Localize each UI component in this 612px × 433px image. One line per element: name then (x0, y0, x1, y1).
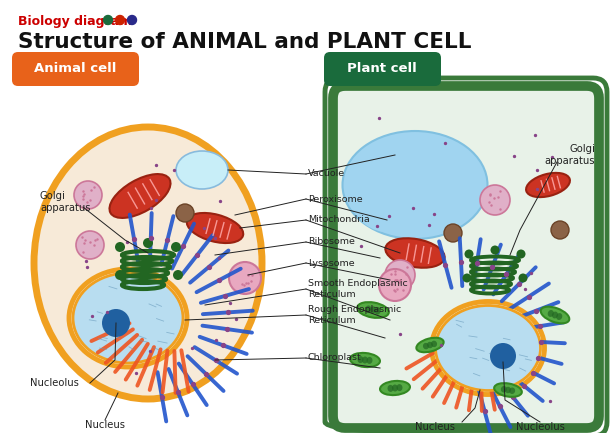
Ellipse shape (380, 381, 410, 395)
Text: Animal cell: Animal cell (34, 62, 116, 75)
Ellipse shape (69, 269, 187, 367)
Circle shape (518, 274, 528, 282)
Ellipse shape (187, 213, 243, 243)
Ellipse shape (541, 307, 569, 323)
Ellipse shape (416, 338, 444, 352)
Circle shape (517, 249, 526, 259)
Text: Plant cell: Plant cell (347, 62, 417, 75)
Circle shape (490, 343, 516, 369)
Text: Biology diagram: Biology diagram (18, 15, 132, 28)
Circle shape (103, 16, 113, 25)
Text: Mitochondria: Mitochondria (308, 216, 370, 224)
Text: Ribosome: Ribosome (308, 237, 355, 246)
Circle shape (379, 269, 411, 301)
Ellipse shape (427, 342, 433, 348)
Circle shape (465, 249, 474, 259)
Text: Nucleolus: Nucleolus (30, 378, 79, 388)
Text: Lysosome: Lysosome (308, 259, 354, 268)
Ellipse shape (387, 385, 394, 392)
Ellipse shape (494, 383, 522, 397)
Ellipse shape (73, 273, 183, 363)
Ellipse shape (362, 356, 368, 363)
Ellipse shape (548, 310, 554, 317)
Text: Nucleus: Nucleus (85, 420, 125, 430)
Ellipse shape (355, 178, 425, 233)
Circle shape (444, 224, 462, 242)
Text: Nucleus: Nucleus (415, 422, 455, 432)
Ellipse shape (370, 306, 376, 314)
Ellipse shape (343, 131, 488, 239)
FancyBboxPatch shape (324, 52, 441, 86)
Ellipse shape (367, 357, 373, 364)
Ellipse shape (110, 174, 171, 218)
Text: Smooth Endoplasmic
Reticulum: Smooth Endoplasmic Reticulum (308, 279, 408, 299)
Text: Structure of ANIMAL and PLANT CELL: Structure of ANIMAL and PLANT CELL (18, 32, 471, 52)
Circle shape (463, 274, 471, 282)
Circle shape (102, 309, 130, 337)
Circle shape (171, 242, 181, 252)
Ellipse shape (34, 127, 262, 399)
Text: Peroxisome: Peroxisome (308, 194, 363, 204)
Circle shape (74, 181, 102, 209)
Ellipse shape (501, 386, 507, 392)
Circle shape (127, 16, 136, 25)
Circle shape (116, 16, 124, 25)
Ellipse shape (556, 313, 562, 320)
Ellipse shape (436, 306, 540, 391)
Ellipse shape (357, 302, 389, 318)
Circle shape (490, 246, 499, 255)
FancyBboxPatch shape (333, 86, 599, 428)
Ellipse shape (350, 353, 380, 367)
Circle shape (115, 242, 125, 252)
Circle shape (385, 260, 415, 290)
Ellipse shape (526, 173, 570, 197)
Circle shape (176, 204, 194, 222)
Text: Chloroplast: Chloroplast (308, 353, 362, 362)
Circle shape (229, 262, 261, 294)
Ellipse shape (505, 387, 511, 393)
Circle shape (480, 185, 510, 215)
Ellipse shape (431, 301, 545, 394)
Ellipse shape (397, 384, 403, 391)
Circle shape (115, 270, 125, 280)
Circle shape (76, 231, 104, 259)
Ellipse shape (357, 356, 364, 363)
Circle shape (143, 238, 153, 248)
Ellipse shape (431, 341, 437, 347)
Ellipse shape (375, 307, 381, 314)
Text: Nucleolus: Nucleolus (515, 422, 564, 432)
Ellipse shape (176, 151, 228, 189)
Text: Golgi
apparatus: Golgi apparatus (40, 191, 91, 213)
Text: Vacuole: Vacuole (308, 169, 345, 178)
Ellipse shape (365, 305, 371, 313)
Ellipse shape (509, 388, 515, 394)
Circle shape (551, 221, 569, 239)
Text: Golgi
apparatus: Golgi apparatus (545, 144, 595, 166)
Circle shape (173, 270, 183, 280)
Ellipse shape (552, 312, 558, 318)
Ellipse shape (423, 343, 429, 349)
FancyBboxPatch shape (12, 52, 139, 86)
Ellipse shape (392, 385, 398, 391)
Ellipse shape (386, 238, 445, 268)
Text: Rough Endoplasmic
Reticulum: Rough Endoplasmic Reticulum (308, 305, 401, 325)
